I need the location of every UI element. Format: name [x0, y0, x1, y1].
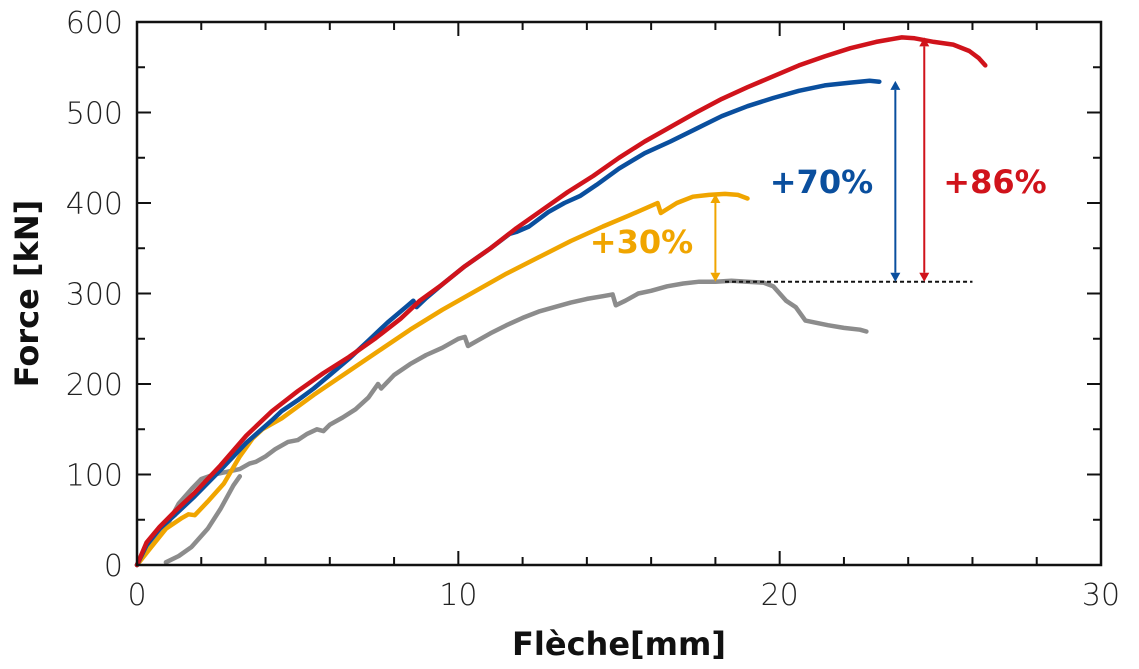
- y-tick-label: 500: [66, 97, 123, 132]
- annotation-arrowhead-bottom: [919, 272, 930, 282]
- x-tick-label: 20: [761, 578, 799, 613]
- annotation-layer: +30% +70% +86%: [590, 37, 1047, 282]
- annotation-arrowhead-bottom: [890, 272, 901, 282]
- y-tick-label: 100: [66, 459, 123, 494]
- annotation-arrowhead-top: [710, 193, 721, 203]
- annotation-label: +70%: [770, 163, 873, 201]
- annotation-arrowhead-bottom: [710, 272, 721, 282]
- annotation-label: +86%: [943, 163, 1046, 201]
- plot-frame: [135, 20, 1103, 567]
- series-line-1: [163, 474, 243, 565]
- series-line-4: [134, 35, 988, 568]
- y-tick-label: 600: [66, 6, 123, 41]
- x-tick-label: 30: [1082, 578, 1120, 613]
- y-tick-label: 200: [66, 368, 123, 403]
- y-tick-label: 400: [66, 187, 123, 222]
- series-line-0: [134, 278, 869, 568]
- x-tick-label: 0: [127, 578, 146, 613]
- y-tick-label: 0: [104, 549, 123, 584]
- y-tick-label: 300: [66, 278, 123, 313]
- y-axis-title: Force [kN]: [8, 200, 46, 387]
- annotation-arrowhead-top: [890, 80, 901, 90]
- annotation-arrowhead-top: [919, 37, 930, 47]
- x-axis-title: Flèche[mm]: [512, 625, 726, 663]
- annotation-label: +30%: [590, 223, 693, 261]
- x-tick-label: 10: [439, 578, 477, 613]
- series-line-2: [134, 191, 750, 568]
- series-layer: [134, 35, 988, 568]
